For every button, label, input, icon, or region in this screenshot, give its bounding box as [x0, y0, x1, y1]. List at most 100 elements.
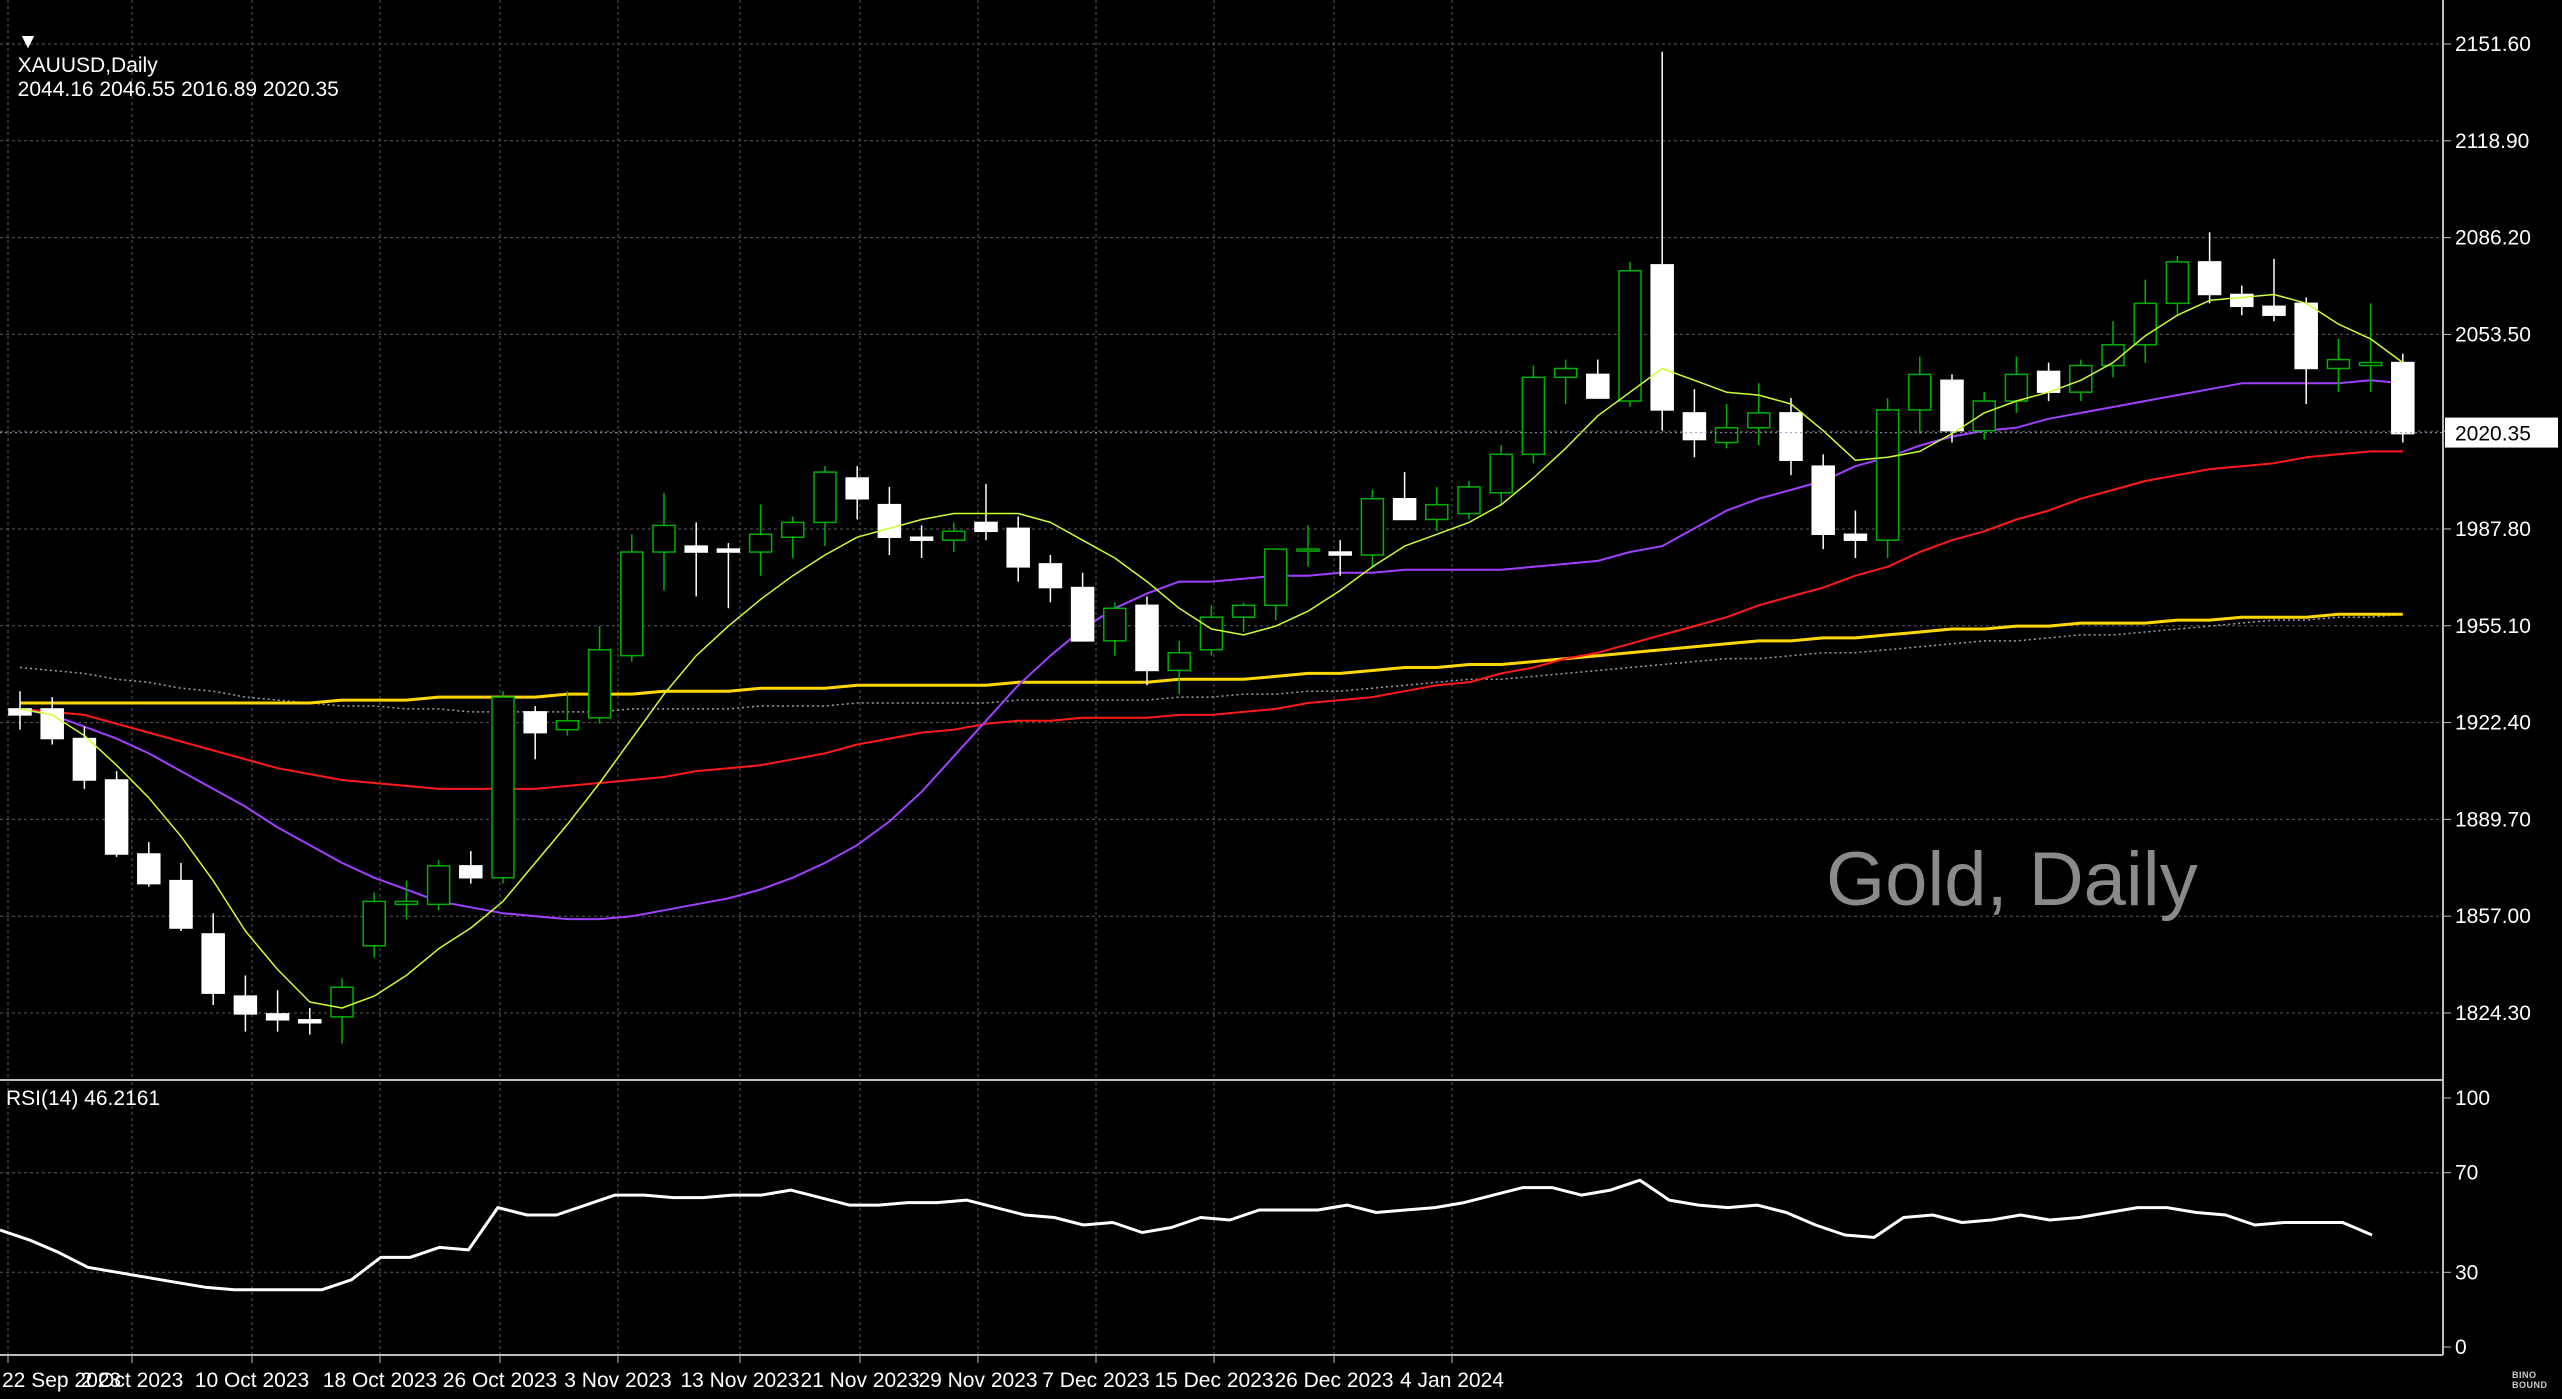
candle — [394, 880, 419, 920]
rsi-grid — [0, 1082, 2443, 1355]
y-tick-label: 1857.00 — [2455, 905, 2531, 928]
candle-body — [233, 995, 258, 1015]
candle-body — [748, 533, 773, 553]
candle-body — [555, 720, 580, 731]
candle — [491, 691, 515, 884]
candle — [2133, 279, 2157, 363]
candle — [362, 892, 386, 958]
candle-body — [523, 711, 547, 734]
candle-body — [1135, 604, 1159, 672]
candle — [1360, 489, 1385, 567]
x-tick-label: 4 Jan 2024 — [1400, 1369, 1504, 1392]
x-tick-label: 15 Dec 2023 — [1154, 1369, 1273, 1392]
candle-body — [1038, 563, 1063, 589]
candle-body — [1360, 497, 1385, 556]
candle-body — [2262, 305, 2286, 316]
candle — [1167, 640, 1191, 695]
rsi-line — [0, 1178, 2373, 1292]
candle-body — [845, 477, 869, 500]
rsi-tick-label: 0 — [2455, 1336, 2467, 1359]
candle-body — [426, 865, 451, 906]
y-tick-label: 2053.50 — [2455, 323, 2531, 346]
candle — [1296, 525, 1320, 567]
candle — [330, 978, 354, 1044]
candle — [1070, 572, 1095, 642]
y-tick-label: 2086.20 — [2455, 227, 2531, 250]
rsi-path — [0, 1178, 2373, 1292]
candle — [523, 705, 547, 760]
candle-body — [2391, 361, 2415, 435]
candle-body — [1521, 376, 1546, 456]
candle — [2036, 362, 2061, 402]
candle — [942, 522, 966, 553]
candle-body — [1682, 412, 1707, 441]
candle-body — [1070, 586, 1095, 642]
candle-body — [201, 933, 225, 994]
candle-body — [2358, 361, 2383, 367]
candle — [1682, 389, 1707, 458]
candle — [2358, 303, 2383, 393]
candle — [974, 483, 998, 541]
candle-body — [1553, 367, 1578, 379]
x-tick-label: 10 Oct 2023 — [195, 1369, 309, 1392]
candle — [201, 913, 225, 1006]
candle — [587, 626, 612, 724]
candle-body — [684, 545, 708, 553]
candle — [104, 771, 129, 857]
ma-slow-line — [19, 450, 2403, 790]
candle — [1231, 602, 1256, 632]
candle — [781, 516, 805, 558]
dropdown-triangle-icon[interactable]: ▼ — [17, 30, 39, 53]
candle-body — [2004, 373, 2029, 402]
candles — [8, 51, 2415, 1044]
candle — [1972, 392, 1996, 440]
y-tick-label: 1889.70 — [2455, 808, 2531, 831]
y-tick-label: 2151.60 — [2455, 33, 2531, 56]
last-price-label: 2020.35 — [2455, 423, 2531, 446]
candle — [1714, 404, 1739, 449]
candle — [1779, 398, 1803, 476]
candle-body — [265, 1013, 290, 1021]
candle — [813, 466, 837, 547]
candle — [169, 862, 193, 931]
candle-body — [2230, 293, 2254, 308]
candle-body — [1103, 607, 1127, 642]
candle — [1908, 356, 1932, 434]
candle — [72, 726, 97, 789]
x-tick-label: 13 Nov 2023 — [680, 1369, 799, 1392]
candle-body — [169, 879, 193, 929]
candle-body — [2133, 302, 2157, 346]
y-tick-label: 1824.30 — [2455, 1002, 2531, 1025]
x-tick-label: 7 Dec 2023 — [1042, 1369, 1149, 1392]
candle — [1425, 486, 1449, 532]
candle-body — [1231, 604, 1256, 618]
candle — [2326, 338, 2351, 393]
candle — [2294, 297, 2318, 405]
candle-body — [1264, 548, 1288, 607]
rsi-tick-label: 30 — [2455, 1261, 2478, 1284]
candle — [233, 975, 258, 1032]
candle — [1521, 365, 1546, 464]
y-tick-label: 1922.40 — [2455, 712, 2531, 735]
chart-header[interactable]: ▼ XAUUSD,Daily 2044.16 2046.55 2016.89 2… — [6, 6, 339, 102]
x-tick-label: 22 Sep 2023 — [2, 1369, 121, 1392]
y-tick-label: 1955.10 — [2455, 615, 2531, 638]
ma-fast-line — [19, 293, 2404, 1009]
candle — [1006, 516, 1030, 582]
candle-body — [2326, 358, 2351, 370]
candle — [716, 543, 741, 609]
candle-body — [781, 521, 805, 538]
ma-dotted-path — [19, 613, 2403, 713]
candle-body — [1747, 412, 1771, 429]
candle-body — [1908, 373, 1932, 411]
x-tick-label: 26 Oct 2023 — [443, 1369, 557, 1392]
candle — [2101, 321, 2125, 378]
rsi-tick-label: 100 — [2455, 1087, 2490, 1110]
symbol-label: XAUUSD,Daily — [17, 54, 158, 77]
candle-body — [1714, 426, 1739, 444]
ma-long-line — [20, 612, 2403, 705]
candle-body — [2069, 364, 2093, 393]
candle-body — [2294, 302, 2318, 370]
ma-mid-line — [19, 379, 2403, 921]
